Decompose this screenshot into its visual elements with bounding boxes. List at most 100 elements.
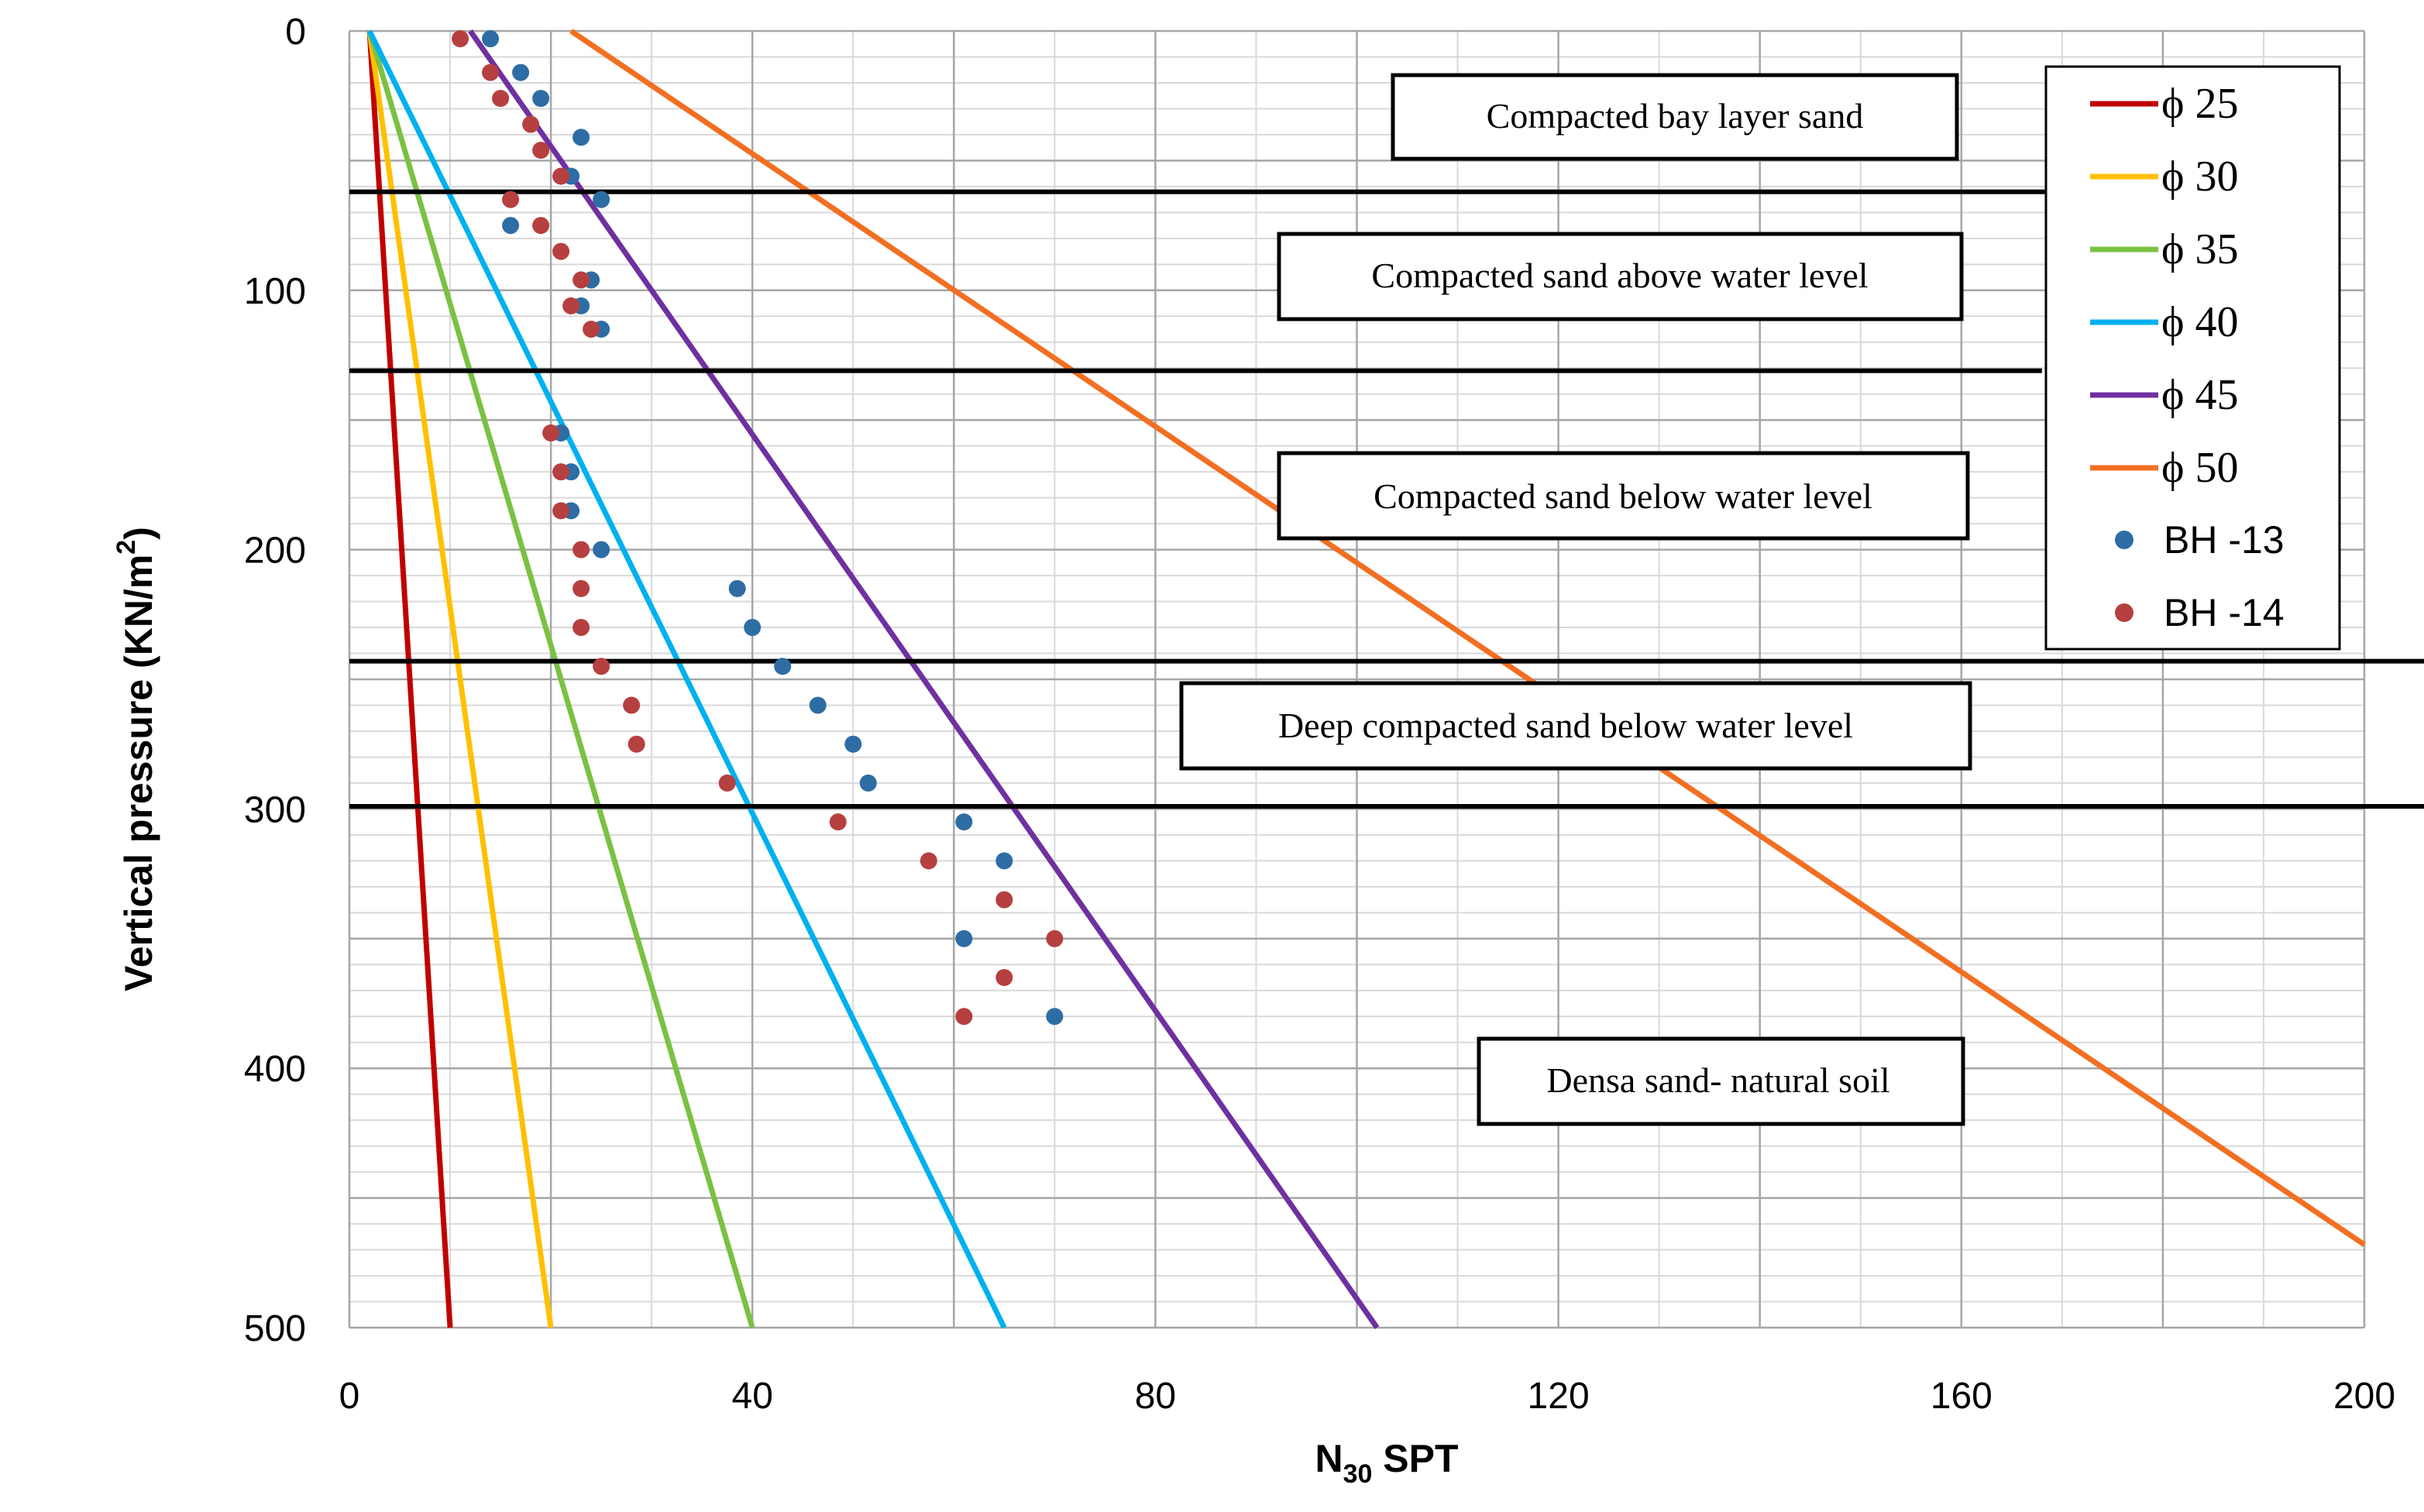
legend-marker-bh13 [2115,531,2133,549]
x-axis-title-suffix: SPT [1372,1437,1458,1480]
scatter-point-bh-14-19 [623,696,641,714]
legend-label-phi35: ϕ 35 [2161,225,2238,273]
x-tick-label: 80 [1135,1376,1176,1417]
zone-box-above-water: Compacted sand above water level [1277,232,1964,321]
scatter-point-bh-14-6 [502,191,520,208]
scatter-point-bh-13-22 [955,930,973,947]
scatter-point-bh-14-12 [542,424,560,442]
scatter-point-bh-14-27 [955,1008,973,1026]
x-axis-title-main: N [1315,1437,1343,1480]
zone-label-below-water: Compacted sand below water level [1374,476,1872,516]
scatter-point-bh-13-17 [809,696,827,714]
y-tick-label: 0 [285,12,306,53]
y-tick-label: 200 [244,531,306,572]
x-axis-title-subscript: 30 [1343,1459,1373,1489]
scatter-point-bh-14-24 [995,891,1013,909]
x-tick-labels: 0 40 80 120 160 200 [339,1376,2395,1417]
scatter-point-bh-13-18 [844,735,862,753]
x-tick-label: 200 [2333,1376,2395,1417]
scatter-point-bh-14-4 [532,142,550,160]
legend-item-phi45: ϕ 45 [2090,371,2238,419]
scatter-point-bh-14-13 [552,463,570,481]
legend-label-phi25: ϕ 25 [2161,80,2238,128]
plot-lines [366,29,2366,1330]
x-tick-label: 120 [1528,1376,1590,1417]
x-tick-label: 40 [732,1376,773,1417]
scatter-points [452,30,1064,1026]
legend-label-bh14: BH -14 [2164,591,2285,634]
zone-box-bay-layer: Compacted bay layer sand [1391,73,1959,161]
legend-item-phi25: ϕ 25 [2090,80,2238,128]
zone-boundaries [349,189,2424,809]
scatter-point-bh-14-9 [572,271,590,289]
scatter-point-bh-13-2 [532,90,550,108]
series-line-1 [366,30,554,1328]
y-tick-label: 500 [244,1308,306,1349]
scatter-point-bh-14-1 [482,64,500,81]
zone-label-bay-layer: Compacted bay layer sand [1487,96,1864,136]
legend-label-phi40: ϕ 40 [2161,298,2238,346]
scatter-point-bh-14-10 [562,297,580,314]
scatter-point-bh-14-25 [1046,930,1064,947]
legend-item-phi40: ϕ 40 [2090,298,2238,346]
scatter-point-bh-13-5 [593,191,610,208]
scatter-point-bh-14-20 [627,735,645,753]
legend: ϕ 25 ϕ 30 ϕ 35 ϕ 40 ϕ 45 ϕ 50 BH -13 BH [2044,65,2341,651]
legend-item-bh14: BH -14 [2115,591,2285,634]
zone-box-below-water: Compacted sand below water level [1277,451,1970,541]
y-tick-label: 100 [244,271,306,312]
scatter-point-bh-14-8 [552,242,570,260]
y-tick-label: 300 [244,789,306,830]
legend-label-bh13: BH -13 [2164,518,2285,562]
legend-item-phi50: ϕ 50 [2090,444,2238,492]
zone-label-natural-soil: Densa sand- natural soil [1546,1060,1889,1100]
legend-item-phi35: ϕ 35 [2090,225,2238,273]
legend-frame [2044,65,2341,651]
y-axis-title-superscript: 2 [112,540,141,555]
scatter-point-bh-14-16 [572,579,590,597]
scatter-point-bh-14-18 [593,658,610,675]
series-line-3 [366,29,1007,1329]
scatter-point-bh-14-22 [829,813,847,831]
scatter-point-bh-14-0 [452,30,469,48]
zone-label-above-water: Compacted sand above water level [1371,256,1868,295]
scatter-point-bh-13-13 [593,541,610,558]
zone-box-natural-soil: Densa sand- natural soil [1477,1036,1965,1126]
scatter-point-bh-13-21 [995,852,1013,870]
legend-label-phi50: ϕ 50 [2161,444,2238,492]
scatter-point-bh-14-26 [995,969,1013,987]
scatter-point-bh-14-14 [552,502,570,520]
scatter-point-bh-14-5 [552,167,570,185]
scatter-point-bh-14-21 [718,774,736,792]
y-axis-title: Vertical pressure (KN/m2) [112,527,160,991]
scatter-point-bh-13-6 [502,217,520,235]
scatter-point-bh-13-1 [512,64,530,81]
scatter-point-bh-13-3 [572,129,590,146]
series-line-4 [468,29,1380,1330]
scatter-point-bh-14-2 [492,90,510,108]
legend-marker-bh14 [2115,603,2133,622]
series-line-2 [366,30,755,1328]
scatter-point-bh-14-3 [522,115,540,133]
scatter-point-bh-14-17 [572,619,590,637]
scatter-point-bh-13-15 [744,619,762,637]
scatter-point-bh-13-19 [859,774,877,792]
zone-label-deep-below-water: Deep compacted sand below water level [1278,706,1853,745]
scatter-point-bh-13-14 [728,579,746,597]
legend-label-phi30: ϕ 30 [2161,153,2238,201]
y-tick-labels: 0 100 200 300 400 500 [244,12,306,1349]
scatter-point-bh-13-20 [955,813,973,831]
legend-item-bh13: BH -13 [2115,518,2285,562]
legend-label-phi45: ϕ 45 [2161,371,2238,419]
y-axis-title-close: ) [117,527,160,540]
legend-item-phi30: ϕ 30 [2090,153,2238,201]
y-tick-label: 400 [244,1049,306,1090]
y-axis-title-main: Vertical pressure (KN/m [117,555,160,991]
x-tick-label: 0 [339,1376,360,1417]
x-tick-label: 160 [1931,1376,1992,1417]
scatter-point-bh-13-16 [774,658,792,675]
scatter-point-bh-13-0 [482,30,500,48]
scatter-point-bh-14-11 [583,321,600,338]
scatter-point-bh-14-15 [572,541,590,558]
